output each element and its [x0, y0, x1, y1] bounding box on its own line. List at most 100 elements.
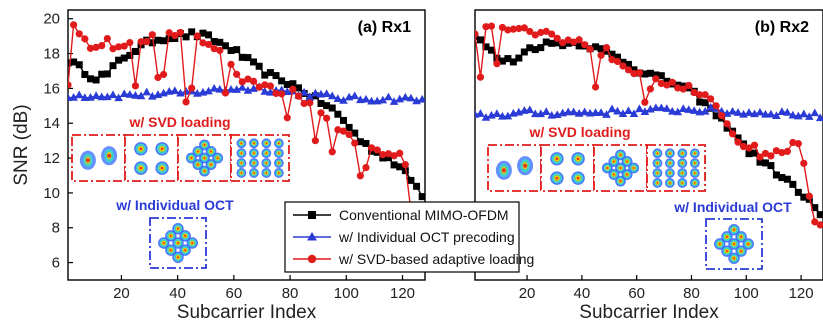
constellation-blob — [523, 163, 528, 168]
constellation-blob — [669, 172, 671, 174]
point-circle — [586, 45, 594, 53]
point-circle — [159, 70, 168, 79]
point-circle — [306, 99, 314, 107]
point-triangle — [569, 107, 578, 116]
constellation-blob — [669, 152, 671, 155]
panel-b: 20 40 60 80 100 120 Subcarrier Index (b) Rx2 w/ … — [474, 9, 823, 323]
point-triangle — [607, 104, 617, 113]
constellation-blob — [203, 170, 206, 173]
point-circle — [597, 51, 605, 59]
point-triangle — [333, 94, 343, 102]
point-circle — [283, 114, 291, 122]
point-triangle — [667, 106, 677, 115]
plot-frame — [67, 9, 426, 281]
point-triangle — [744, 108, 754, 116]
constellation-blob — [265, 152, 268, 155]
point-triangle — [136, 91, 146, 100]
point-square — [789, 180, 797, 188]
point-square — [734, 134, 742, 142]
point-square — [794, 188, 802, 196]
point-triangle — [613, 106, 622, 115]
constellation-blob — [139, 166, 143, 170]
constellation-blob — [240, 162, 243, 164]
point-square — [750, 149, 758, 157]
point-square — [652, 71, 660, 79]
constellation-blob — [732, 242, 736, 246]
constellation-blob — [216, 157, 219, 159]
point-square — [712, 112, 720, 120]
point-square — [205, 31, 213, 39]
legend-label: w/ SVD-based adaptive loading — [338, 251, 534, 267]
point-circle — [657, 79, 665, 88]
point-square — [575, 42, 583, 50]
point-circle — [373, 146, 381, 154]
point-triangle — [706, 103, 715, 111]
point-square — [767, 162, 775, 170]
point-circle — [652, 75, 660, 83]
point-triangle — [481, 113, 491, 121]
point-square — [92, 76, 100, 84]
constellation-blob — [139, 147, 143, 151]
point-square — [339, 116, 347, 124]
constellation-blob — [265, 162, 268, 164]
x-tick-label: 80 — [282, 285, 299, 302]
point-triangle — [783, 108, 792, 116]
point-circle — [537, 28, 545, 37]
point-circle — [339, 127, 348, 135]
point-square — [328, 104, 336, 112]
point-square — [509, 58, 517, 66]
constellation-blob — [619, 153, 622, 156]
point-triangle — [131, 91, 140, 99]
point-square — [418, 193, 425, 201]
legend-marker-triangle — [307, 232, 317, 241]
x-tick-label: 120 — [390, 285, 415, 302]
point-circle — [559, 39, 567, 47]
point-circle — [272, 89, 280, 98]
point-triangle — [635, 104, 644, 113]
point-circle — [401, 160, 409, 169]
series-line-circle — [68, 22, 423, 219]
constellation-blob — [681, 182, 684, 184]
point-circle — [396, 149, 404, 157]
constellation-blob — [725, 250, 728, 253]
point-triangle — [170, 86, 180, 94]
constellation-blob — [747, 242, 750, 246]
point-square — [81, 70, 89, 78]
point-circle — [509, 25, 517, 33]
point-circle — [75, 30, 83, 38]
point-circle — [137, 38, 145, 46]
point-square — [289, 80, 297, 88]
constellation-blob — [162, 241, 165, 245]
point-triangle — [69, 93, 78, 101]
point-triangle — [761, 109, 770, 118]
x-tick-label: 40 — [169, 285, 186, 302]
constellation-blob — [278, 172, 280, 174]
point-circle — [772, 147, 781, 155]
point-circle — [114, 43, 123, 51]
y-axis-label: SNR (dB) — [11, 104, 32, 185]
constellation-blob — [681, 162, 684, 165]
constellation-blob — [626, 173, 629, 176]
point-circle — [767, 152, 775, 160]
point-circle — [811, 218, 819, 226]
constellation-blob — [732, 228, 736, 231]
point-square — [199, 29, 207, 37]
svd-inset-box — [487, 144, 542, 192]
point-square — [482, 43, 490, 51]
point-circle — [674, 84, 682, 92]
point-triangle — [125, 90, 135, 98]
point-triangle — [209, 83, 219, 92]
point-circle — [734, 138, 742, 146]
point-triangle — [305, 92, 315, 101]
point-square — [396, 163, 404, 171]
point-square — [800, 193, 808, 201]
constellation-blob — [632, 167, 635, 169]
panel-label: (b) Rx2 — [755, 19, 809, 36]
point-square — [498, 57, 506, 65]
point-circle — [92, 43, 100, 51]
oct-inset-label: w/ Individual OCT — [115, 197, 234, 213]
point-triangle — [384, 92, 393, 101]
point-circle — [542, 27, 550, 35]
constellation-blob — [265, 172, 268, 174]
point-square — [657, 72, 665, 80]
